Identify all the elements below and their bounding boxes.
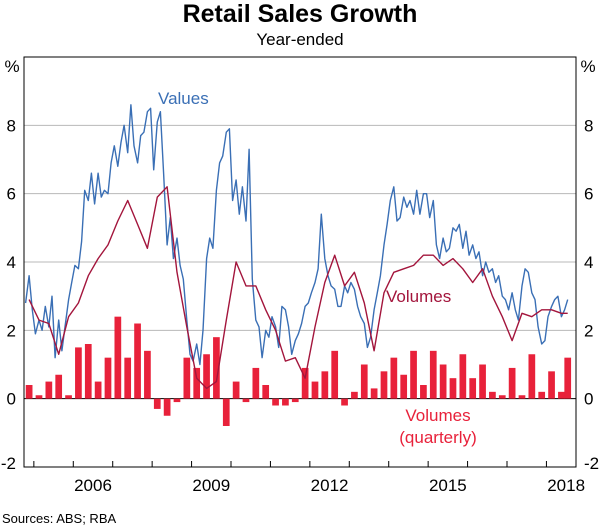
x-axis-ticks: 2006 2009 2012 2015 2018 <box>33 461 585 495</box>
bar-volumes-quarterly <box>242 398 250 403</box>
bar-volumes-quarterly <box>479 364 486 399</box>
bar-volumes-quarterly <box>449 378 457 399</box>
bar-volumes-quarterly <box>558 391 565 399</box>
bar-volumes-quarterly <box>489 391 496 399</box>
bar-volumes-quarterly <box>341 398 348 406</box>
y-tick-label-left: -2 <box>1 454 16 473</box>
plot-frame <box>23 56 577 468</box>
bar-volumes-quarterly <box>94 381 102 399</box>
bar-volumes-quarterly <box>193 367 201 399</box>
bar-volumes-quarterly <box>25 385 33 399</box>
bar-volumes-quarterly <box>222 398 230 426</box>
bar-volumes-quarterly <box>410 350 417 399</box>
bar-volumes-quarterly <box>528 354 536 399</box>
x-tick-label: 2009 <box>192 476 230 495</box>
bar-volumes-quarterly <box>291 398 299 403</box>
line-values <box>24 104 569 366</box>
bar-volumes-quarterly <box>272 398 279 406</box>
y-unit-left: % <box>4 57 19 76</box>
bar-volumes-quarterly <box>508 367 516 399</box>
bar-volumes-quarterly <box>144 350 151 399</box>
bars-volumes-quarterly <box>25 316 572 426</box>
bar-volumes-quarterly <box>213 337 220 399</box>
bar-volumes-quarterly <box>518 395 526 399</box>
line-series <box>24 104 569 390</box>
y-tick-label-left: 0 <box>7 390 16 409</box>
bar-volumes-quarterly <box>124 357 132 399</box>
y-tick-label-right: 2 <box>584 321 593 340</box>
label-values: Values <box>158 89 209 108</box>
bar-volumes-quarterly <box>400 374 408 399</box>
bar-volumes-quarterly <box>321 371 329 399</box>
bar-volumes-quarterly <box>548 371 555 399</box>
y-tick-label-right: 0 <box>584 390 593 409</box>
bar-volumes-quarterly <box>84 344 92 399</box>
bar-volumes-quarterly <box>183 357 191 399</box>
y-tick-label-right: 4 <box>584 253 593 272</box>
y-tick-label-right: 8 <box>584 116 593 135</box>
bar-volumes-quarterly <box>331 350 339 399</box>
bar-volumes-quarterly <box>55 374 63 399</box>
bar-volumes-quarterly <box>360 364 368 399</box>
bar-volumes-quarterly <box>153 398 161 409</box>
x-tick-label: 2006 <box>74 476 112 495</box>
bar-volumes-quarterly <box>459 354 467 399</box>
label-volumes-quarterly-line1: Volumes <box>405 406 470 425</box>
bar-volumes-quarterly <box>232 381 240 399</box>
bar-volumes-quarterly <box>311 381 319 399</box>
bar-volumes-quarterly <box>429 350 437 399</box>
bar-volumes-quarterly <box>469 378 477 399</box>
source-note: Sources: ABS; RBA <box>2 511 116 526</box>
bar-volumes-quarterly <box>301 367 309 399</box>
y-tick-label-left: 8 <box>7 116 16 135</box>
y-unit-right: % <box>580 57 595 76</box>
chart-title: Retail Sales Growth <box>183 0 418 28</box>
bar-volumes-quarterly <box>351 391 358 399</box>
chart-subtitle: Year-ended <box>256 30 343 49</box>
bar-volumes-quarterly <box>370 388 378 399</box>
bar-volumes-quarterly <box>538 391 546 399</box>
x-tick-label: 2012 <box>311 476 349 495</box>
bar-volumes-quarterly <box>203 354 210 399</box>
x-tick-label: 2018 <box>547 476 585 495</box>
y-axis-ticks: -2 -2 0 0 2 2 4 4 6 6 8 8 <box>1 116 599 473</box>
bar-volumes-quarterly <box>173 398 181 403</box>
y-tick-label-right: -2 <box>584 454 599 473</box>
bar-volumes-quarterly <box>104 357 112 399</box>
bar-volumes-quarterly <box>65 395 72 399</box>
y-tick-label-left: 2 <box>7 321 16 340</box>
label-volumes: Volumes <box>386 287 451 306</box>
y-tick-label-right: 6 <box>584 185 593 204</box>
x-tick-label: 2015 <box>429 476 467 495</box>
y-tick-label-left: 6 <box>7 185 16 204</box>
bar-volumes-quarterly <box>380 371 388 399</box>
bar-volumes-quarterly <box>420 385 427 399</box>
bar-volumes-quarterly <box>439 364 447 399</box>
bar-volumes-quarterly <box>564 357 572 399</box>
bar-volumes-quarterly <box>390 357 398 399</box>
bar-volumes-quarterly <box>252 367 260 399</box>
bar-volumes-quarterly <box>75 347 82 399</box>
bar-volumes-quarterly <box>498 395 506 399</box>
bar-volumes-quarterly <box>45 381 53 399</box>
line-volumes <box>28 186 568 390</box>
bar-volumes-quarterly <box>282 398 289 406</box>
bar-volumes-quarterly <box>35 395 43 399</box>
y-tick-label-left: 4 <box>7 253 16 272</box>
bar-volumes-quarterly <box>163 398 171 416</box>
bar-volumes-quarterly <box>134 323 141 399</box>
bar-volumes-quarterly <box>114 316 122 399</box>
bar-volumes-quarterly <box>262 385 270 399</box>
label-volumes-quarterly-line2: (quarterly) <box>399 428 476 447</box>
